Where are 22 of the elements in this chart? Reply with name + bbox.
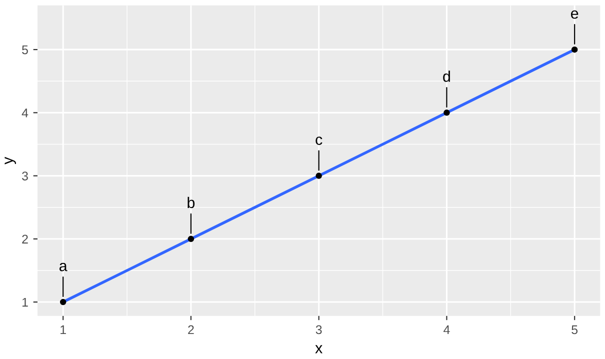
y-tick-label: 4 bbox=[22, 108, 28, 118]
x-axis-title: x bbox=[315, 345, 322, 354]
annotation: e bbox=[570, 10, 578, 19]
y-axis-title: y bbox=[4, 156, 16, 164]
x-tick-label: 2 bbox=[188, 325, 194, 334]
y-tick-label: 3 bbox=[22, 172, 28, 180]
point bbox=[316, 172, 322, 179]
point bbox=[571, 46, 578, 53]
annotation: a bbox=[59, 262, 68, 272]
y-tick-label: 5 bbox=[22, 45, 28, 54]
y-tick-label: 2 bbox=[22, 234, 28, 244]
x-tick-label: 1 bbox=[60, 325, 66, 334]
point bbox=[188, 236, 194, 242]
point bbox=[444, 110, 450, 116]
x-tick-label: 5 bbox=[572, 325, 578, 334]
annotation: b bbox=[188, 196, 195, 208]
point bbox=[60, 298, 66, 306]
x-tick-label: 4 bbox=[444, 325, 450, 334]
annotation: d bbox=[443, 70, 450, 82]
y-tick-label: 1 bbox=[22, 298, 28, 307]
annotation: c bbox=[316, 136, 322, 146]
x-tick-label: 3 bbox=[316, 325, 322, 334]
